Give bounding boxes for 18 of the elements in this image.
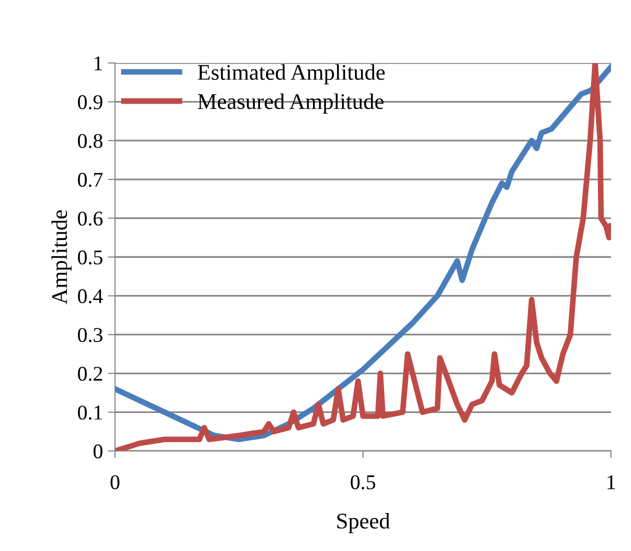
legend-label: Measured Amplitude — [198, 93, 384, 114]
y-tick-label: 0.2 — [78, 366, 102, 381]
y-tick-label: 0.7 — [78, 172, 103, 187]
y-tick-label: 0 — [94, 444, 102, 458]
x-tick-label: 1 — [608, 475, 615, 490]
legend-label: Estimated Amplitude — [198, 64, 385, 84]
y-tick-label: 0.4 — [78, 289, 103, 304]
y-axis-title: Amplitude — [51, 210, 72, 304]
y-tick-label: 0.5 — [78, 250, 102, 265]
y-tick-label: 0.9 — [78, 95, 102, 110]
x-tick-label: 0.5 — [350, 475, 376, 490]
y-tick-label: 0.1 — [78, 406, 102, 420]
x-tick-label: 0 — [110, 475, 120, 490]
y-tick-label: 0.6 — [78, 212, 103, 226]
y-tick-label: 1 — [94, 56, 102, 70]
x-axis-title: Speed — [337, 512, 390, 534]
y-tick-label: 0.3 — [78, 328, 102, 342]
y-tick-label: 0.8 — [78, 134, 102, 148]
